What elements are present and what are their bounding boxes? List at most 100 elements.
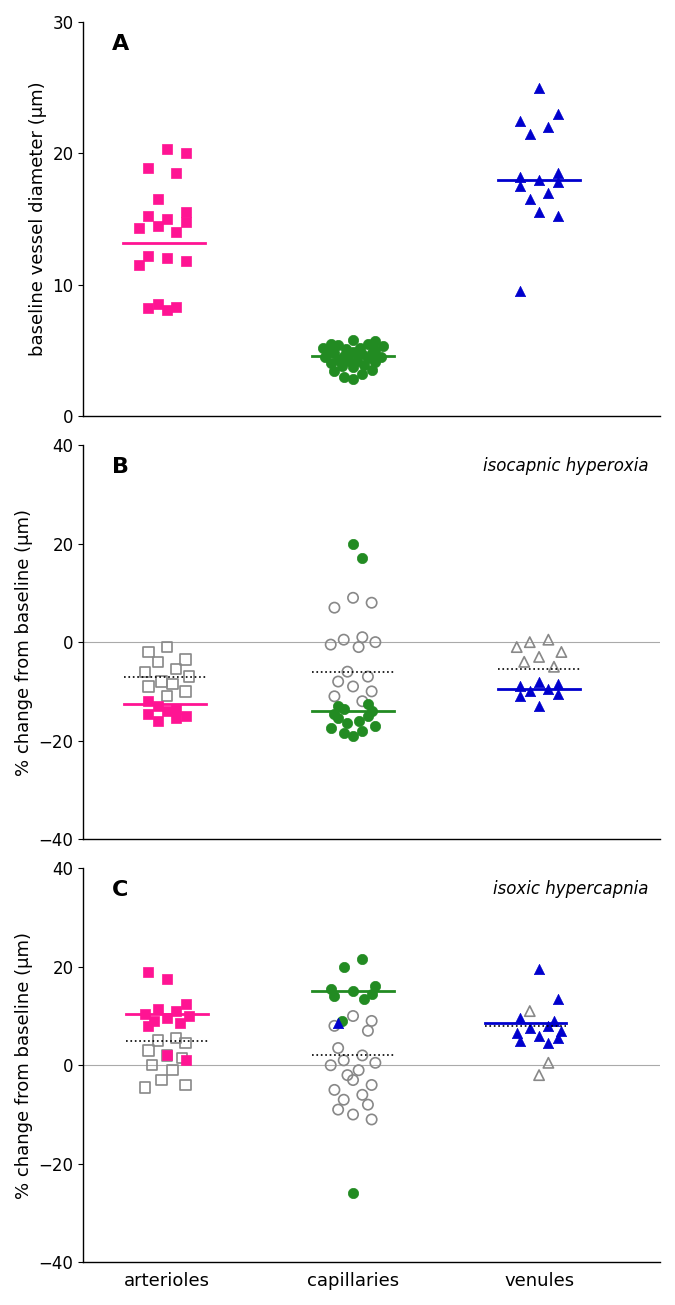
Point <box>325 333 336 354</box>
Point <box>344 351 355 372</box>
Point <box>161 686 172 707</box>
Point <box>357 720 368 741</box>
Point <box>167 1060 178 1081</box>
Point <box>357 548 368 569</box>
Point <box>139 1077 150 1098</box>
Point <box>534 77 545 98</box>
Point <box>171 222 182 243</box>
Point <box>543 116 554 137</box>
Point <box>342 1065 353 1086</box>
Point <box>515 1007 526 1028</box>
Point <box>161 299 172 320</box>
Point <box>524 189 535 210</box>
Point <box>534 696 545 716</box>
Point <box>180 1032 191 1053</box>
Point <box>171 709 182 729</box>
Point <box>143 676 154 697</box>
Point <box>325 718 336 739</box>
Point <box>556 1021 567 1041</box>
Point <box>367 360 377 381</box>
Point <box>357 1084 368 1105</box>
Point <box>552 163 563 184</box>
Point <box>348 676 358 697</box>
Point <box>180 211 191 232</box>
Text: isocapnic hyperoxia: isocapnic hyperoxia <box>483 457 649 475</box>
Point <box>176 1048 187 1069</box>
Point <box>180 144 191 164</box>
Point <box>333 1099 344 1120</box>
Point <box>370 330 381 351</box>
Point <box>336 1010 347 1031</box>
Point <box>367 984 377 1005</box>
Point <box>171 698 182 719</box>
Point <box>325 1054 336 1075</box>
Point <box>515 686 526 707</box>
Point <box>348 587 358 608</box>
Point <box>515 110 526 130</box>
Point <box>143 245 154 266</box>
Point <box>333 709 344 729</box>
Point <box>359 355 370 376</box>
Point <box>362 693 373 714</box>
Point <box>320 346 331 367</box>
Point <box>333 671 344 692</box>
Point <box>362 1021 373 1041</box>
Point <box>524 681 535 702</box>
Point <box>329 361 340 382</box>
Point <box>367 1074 377 1095</box>
Point <box>362 348 373 369</box>
Point <box>338 957 349 977</box>
Point <box>336 356 347 377</box>
Point <box>352 351 362 372</box>
Point <box>325 634 336 655</box>
Point <box>524 632 535 652</box>
Point <box>362 333 373 354</box>
Y-axis label: % change from baseline (μm): % change from baseline (μm) <box>15 932 33 1199</box>
Point <box>161 637 172 658</box>
Point <box>171 1001 182 1022</box>
Point <box>338 629 349 650</box>
Point <box>333 1013 344 1034</box>
Point <box>552 172 563 193</box>
Point <box>338 723 349 744</box>
Point <box>543 1052 554 1073</box>
Point <box>362 1094 373 1114</box>
Point <box>161 248 172 269</box>
Point <box>367 592 377 613</box>
Point <box>552 103 563 124</box>
Point <box>180 681 191 702</box>
Text: C: C <box>112 880 128 900</box>
Point <box>180 706 191 727</box>
Point <box>143 962 154 983</box>
Point <box>552 1028 563 1049</box>
Point <box>329 598 340 619</box>
Point <box>375 346 386 367</box>
Point <box>161 1045 172 1066</box>
Point <box>161 1045 172 1066</box>
Point <box>184 666 194 686</box>
Point <box>367 701 377 722</box>
Point <box>543 1015 554 1036</box>
Point <box>143 642 154 663</box>
Point <box>180 1051 191 1071</box>
Point <box>534 671 545 692</box>
Point <box>167 673 178 694</box>
Point <box>180 1074 191 1095</box>
Point <box>552 206 563 227</box>
Point <box>180 202 191 223</box>
Point <box>534 1065 545 1086</box>
Point <box>139 1004 150 1024</box>
Point <box>338 1051 349 1071</box>
Point <box>534 959 545 980</box>
Point <box>329 703 340 724</box>
Point <box>153 215 163 236</box>
Point <box>370 1052 381 1073</box>
Point <box>143 690 154 711</box>
Point <box>370 976 381 997</box>
Point <box>524 1018 535 1039</box>
Point <box>171 659 182 680</box>
Point <box>153 651 163 672</box>
Point <box>549 1010 560 1031</box>
Point <box>153 998 163 1019</box>
Point <box>156 1070 167 1091</box>
